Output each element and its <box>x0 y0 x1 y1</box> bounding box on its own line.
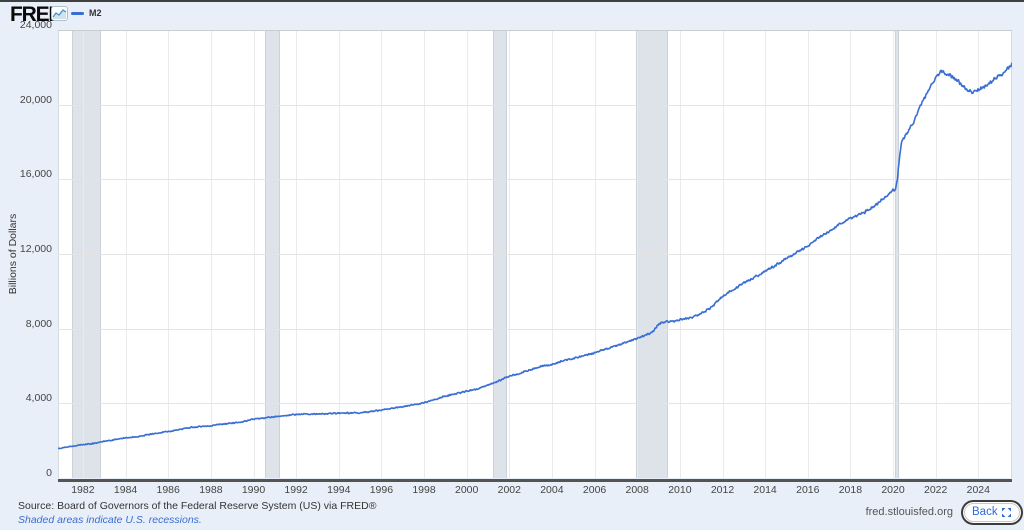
site-link[interactable]: fred.stlouisfed.org <box>865 506 953 518</box>
x-axis-line <box>58 479 1012 482</box>
m2-series-line <box>58 62 1012 450</box>
y-axis-tick-label: 16,000 <box>19 168 52 181</box>
y-axis-tick-label: 20,000 <box>19 93 52 106</box>
x-axis-tick-label: 2024 <box>966 484 990 496</box>
x-axis-tick-label: 1982 <box>71 484 95 496</box>
x-axis-tick-label: 2002 <box>497 484 521 496</box>
y-axis-tick-label: 12,000 <box>19 243 52 255</box>
horizontal-gridline <box>58 328 1012 330</box>
fred-logo-sparkline-icon <box>51 6 68 26</box>
horizontal-gridline <box>58 179 1012 181</box>
x-axis-tick-label: 1986 <box>156 484 180 496</box>
back-button[interactable]: Back <box>961 500 1023 525</box>
x-axis-tick-label: 2012 <box>710 484 735 496</box>
x-axis-tick-label: 2000 <box>455 484 479 496</box>
horizontal-gridline <box>58 30 1012 31</box>
x-axis-tick-label: 1996 <box>369 484 394 496</box>
resize-arrows-icon <box>1001 507 1012 518</box>
x-axis-tick-label: 2020 <box>881 484 905 496</box>
legend-label: M2 <box>89 8 102 18</box>
source-attribution: Source: Board of Governors of the Federa… <box>18 500 377 512</box>
fred-logo[interactable]: FRED <box>10 3 64 26</box>
x-axis-tick-label: 2010 <box>668 484 692 496</box>
legend-item-m2[interactable]: M2 <box>71 8 102 18</box>
x-axis-tick-label: 2004 <box>540 484 564 496</box>
recession-note-link[interactable]: Shaded areas indicate U.S. recessions. <box>18 514 202 526</box>
horizontal-gridline <box>58 403 1012 405</box>
x-axis-tick-label: 1988 <box>199 484 223 496</box>
x-axis-tick-label: 2014 <box>753 484 777 496</box>
x-axis-tick-label: 2018 <box>838 484 863 496</box>
x-axis-tick-label: 1990 <box>241 484 266 496</box>
y-axis-tick-label: 4,000 <box>25 392 52 405</box>
back-button-label: Back <box>972 506 998 518</box>
y-axis-tick-label: 0 <box>46 467 52 479</box>
legend-line-sample <box>71 11 84 15</box>
x-axis-tick-label: 1984 <box>113 484 138 496</box>
window-top-border <box>0 0 1024 2</box>
x-axis-tick-label: 2008 <box>625 484 649 496</box>
x-axis-tick-label: 1994 <box>327 484 351 496</box>
x-axis-tick-label: 2016 <box>796 484 820 496</box>
x-axis-tick-label: 1992 <box>284 484 308 496</box>
chart-plot-area[interactable] <box>58 30 1012 478</box>
horizontal-gridline <box>58 254 1012 255</box>
x-axis-tick-label: 2006 <box>582 484 607 496</box>
y-axis-tick-label: 24,000 <box>19 19 52 31</box>
x-axis-tick-label: 1998 <box>412 484 436 496</box>
y-axis-tick-label: 8,000 <box>25 317 52 330</box>
horizontal-gridline <box>58 104 1012 106</box>
x-axis-tick-label: 2022 <box>924 484 948 496</box>
